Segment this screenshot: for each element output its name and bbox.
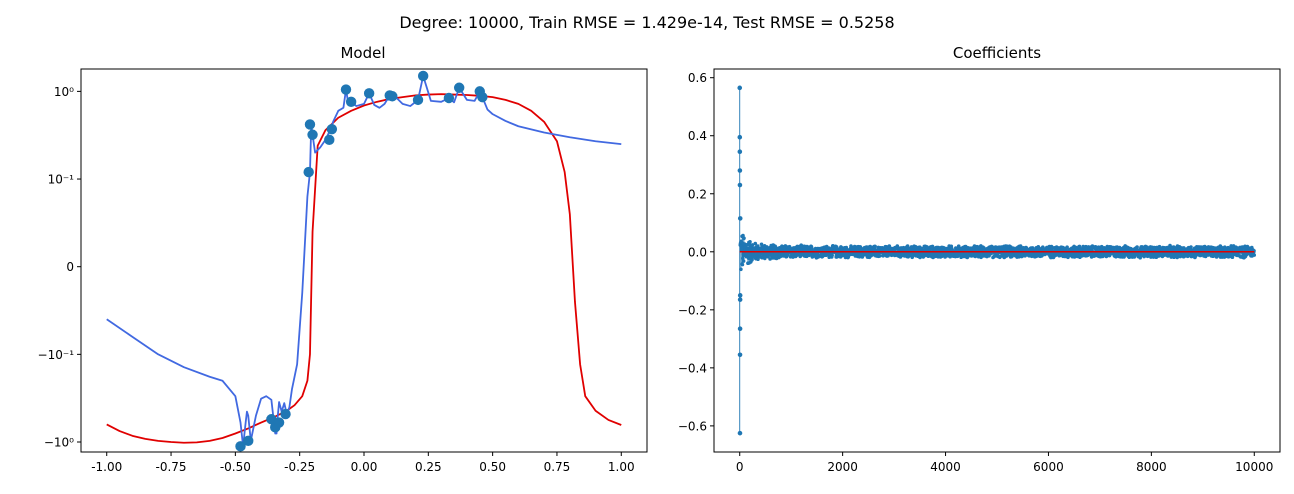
y-tick-label: 0.6: [688, 71, 707, 85]
coefficient-marker: [742, 236, 746, 240]
coefficient-marker: [786, 253, 790, 257]
figure-suptitle: Degree: 10000, Train RMSE = 1.429e-14, T…: [399, 13, 894, 32]
coefficient-marker: [1065, 245, 1069, 249]
coefficient-marker: [753, 241, 758, 246]
training-point: [304, 119, 316, 130]
x-tick-label: 0: [736, 460, 744, 474]
coefficient-marker: [741, 259, 746, 263]
x-tick-label: 6000: [1033, 460, 1064, 474]
x-tick-label: 0.75: [544, 460, 571, 474]
x-tick-label: 1.00: [608, 460, 635, 474]
y-tick-label: −0.2: [678, 303, 707, 317]
training-point: [235, 441, 246, 452]
coefficients-panel: Coefficients 0 2000 4000 6000 8000 10000 0.6 0…: [678, 44, 1281, 474]
coefficient-marker: [1132, 255, 1137, 259]
coefficient-marker: [737, 149, 743, 154]
x-tick-label: 0.25: [415, 460, 442, 474]
x-tick-label: 10000: [1235, 460, 1273, 474]
training-point: [443, 92, 455, 104]
model-panel-title: Model: [340, 44, 385, 62]
coefficient-marker: [750, 258, 754, 262]
y-tick-label: −0.4: [678, 361, 707, 375]
coefficient-marker: [750, 243, 755, 247]
training-point: [477, 91, 488, 103]
training-point: [345, 96, 357, 108]
y-tick-label: 0: [66, 260, 74, 274]
coefficient-marker: [737, 297, 743, 302]
coefficient-marker: [740, 262, 745, 267]
y-tick-label: 0.0: [688, 245, 707, 259]
coefficient-marker: [759, 242, 764, 247]
y-tick-label: 0.2: [688, 187, 707, 201]
training-point: [387, 91, 398, 102]
coefficient-marker: [1189, 245, 1193, 249]
training-point: [453, 82, 465, 93]
coefficient-marker: [739, 247, 744, 251]
coefficient-marker: [1077, 244, 1082, 249]
coefficient-marker: [742, 242, 747, 246]
x-tick-label: -0.75: [156, 460, 187, 474]
coefficient-marker: [830, 253, 834, 258]
training-point: [326, 124, 338, 135]
training-point: [412, 94, 424, 106]
coefficient-marker: [1252, 253, 1256, 257]
x-tick-label: -0.25: [284, 460, 315, 474]
coefficient-marker: [878, 254, 882, 258]
coefficient-marker: [756, 257, 760, 262]
x-tick-label: 0.50: [479, 460, 506, 474]
coefficients-panel-title: Coefficients: [953, 44, 1041, 62]
coefficient-marker: [887, 244, 892, 248]
coefficient-marker: [737, 293, 743, 298]
coefficient-marker: [737, 216, 743, 221]
true-function-line: [106, 93, 622, 444]
coefficient-marker: [1135, 245, 1139, 249]
coefficient-marker: [737, 326, 743, 331]
y-tick-label: 0.4: [688, 129, 707, 143]
coefficient-marker: [858, 245, 863, 249]
x-tick-label: 8000: [1136, 460, 1167, 474]
model-fit-line: [106, 75, 622, 448]
training-point: [363, 88, 375, 99]
x-tick-label: -0.50: [220, 460, 251, 474]
y-tick-label: 10⁰: [54, 85, 74, 99]
x-tick-label: -1.00: [91, 460, 122, 474]
coefficient-marker: [737, 134, 743, 140]
coefficient-marker: [737, 168, 743, 173]
y-tick-label: 10⁻¹: [48, 173, 75, 187]
training-point: [273, 417, 285, 428]
coefficient-marker: [1066, 255, 1070, 260]
coefficient-marker: [737, 182, 743, 188]
y-tick-label: −0.6: [678, 419, 707, 433]
coefficient-marker: [741, 233, 745, 238]
coefficient-marker: [747, 243, 752, 247]
coefficient-marker: [860, 255, 865, 259]
training-point: [340, 84, 352, 95]
training-point: [307, 129, 318, 140]
training-point: [324, 134, 335, 146]
coefficient-marker: [873, 244, 877, 249]
coefficient-marker: [1169, 255, 1174, 259]
y-tick-label: −10⁰: [44, 436, 74, 450]
x-tick-label: 2000: [827, 460, 858, 474]
coefficient-marker: [737, 85, 743, 91]
coefficient-marker: [741, 256, 745, 261]
model-panel: Model -1.00 -0.75 -0.50 -0.25 0.00 0.25 0.50 0.…: [38, 44, 648, 474]
y-tick-label: −10⁻¹: [38, 348, 75, 362]
coefficient-marker: [737, 430, 743, 436]
training-point: [417, 70, 429, 82]
x-tick-label: 4000: [930, 460, 961, 474]
coefficient-marker: [748, 240, 752, 244]
model-axes-frame: [80, 68, 648, 453]
coefficients-axes-frame: [713, 68, 1281, 453]
training-point: [303, 166, 314, 178]
coefficient-marker: [737, 352, 743, 358]
coefficient-marker: [768, 257, 772, 261]
x-tick-label: 0.00: [351, 460, 378, 474]
training-point: [243, 435, 254, 447]
training-point: [280, 408, 291, 420]
